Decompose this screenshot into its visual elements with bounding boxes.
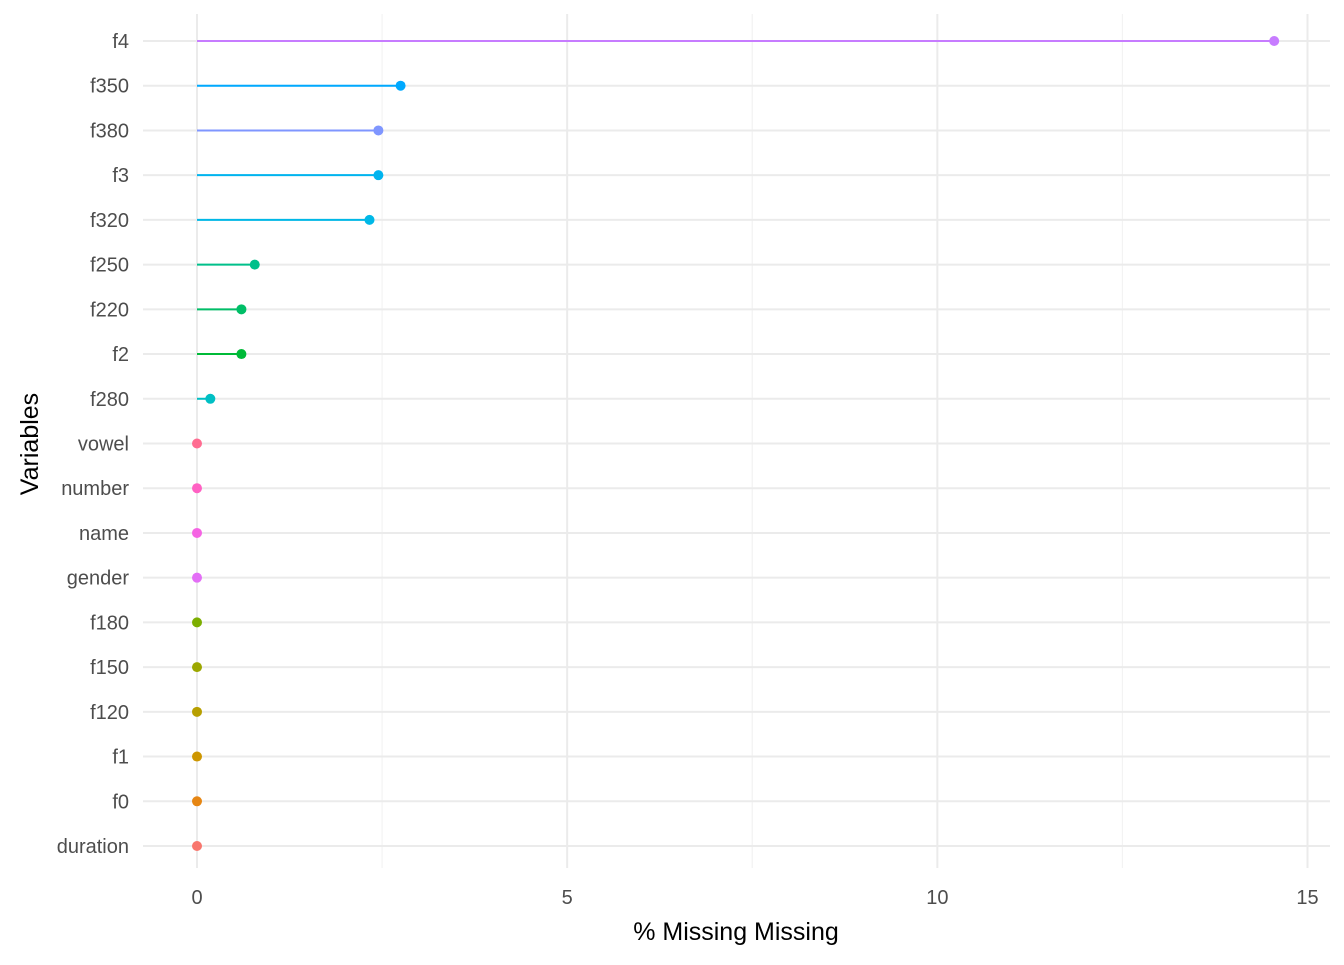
lollipop-point [1269, 36, 1280, 46]
lollipop-point [192, 438, 202, 449]
y-tick-label: gender [67, 568, 130, 590]
y-tick-label: f120 [90, 702, 129, 724]
y-tick-label: duration [57, 836, 129, 858]
lollipop-point [373, 125, 384, 136]
y-tick-label: f180 [90, 612, 129, 634]
stem-layer [197, 40, 1275, 400]
y-axis-title: Variables [16, 393, 44, 495]
lollipop-point [205, 393, 216, 404]
y-tick-label: f220 [90, 299, 129, 321]
x-tick-label: 15 [1296, 887, 1318, 909]
y-tick-label: f2 [112, 344, 129, 366]
lollipop-point [192, 617, 202, 628]
lollipop-point [192, 841, 202, 851]
lollipop-point [192, 796, 202, 807]
y-tick-label: f350 [90, 76, 129, 98]
lollipop-point [249, 259, 260, 270]
label-layer: 0 5 10 15 f4 f350 f380 f3 f320 f250 f220 f2 f280 vowe… [57, 31, 1319, 909]
lollipop-point [364, 214, 375, 225]
lollipop-point [192, 527, 202, 538]
lollipop-point [192, 706, 202, 717]
lollipop-point [395, 80, 406, 91]
grid-layer [143, 14, 1330, 868]
y-tick-label: name [79, 523, 129, 545]
y-tick-label: f0 [112, 791, 129, 813]
lollipop-point [192, 662, 202, 673]
x-tick-label: 5 [562, 887, 573, 909]
y-tick-label: f320 [90, 210, 129, 232]
y-tick-label: f150 [90, 657, 129, 679]
y-tick-label: f250 [90, 255, 129, 277]
y-tick-label: f380 [90, 120, 129, 142]
y-tick-label: f280 [90, 389, 129, 411]
lollipop-point [236, 349, 247, 360]
x-tick-label: 0 [191, 887, 202, 909]
lollipop-point [192, 572, 202, 583]
y-tick-label: f3 [112, 165, 129, 187]
point-layer [192, 36, 1280, 851]
y-tick-label: f4 [112, 31, 129, 53]
lollipop-point [373, 170, 384, 181]
y-tick-label: f1 [112, 747, 129, 769]
lollipop-point [192, 483, 202, 494]
x-tick-label: 10 [926, 887, 948, 909]
lollipop-point [192, 751, 202, 762]
lollipop-point [236, 304, 247, 315]
y-tick-label: vowel [78, 434, 129, 456]
y-tick-label: number [61, 478, 129, 500]
x-axis-title: % Missing Missing [633, 918, 839, 946]
